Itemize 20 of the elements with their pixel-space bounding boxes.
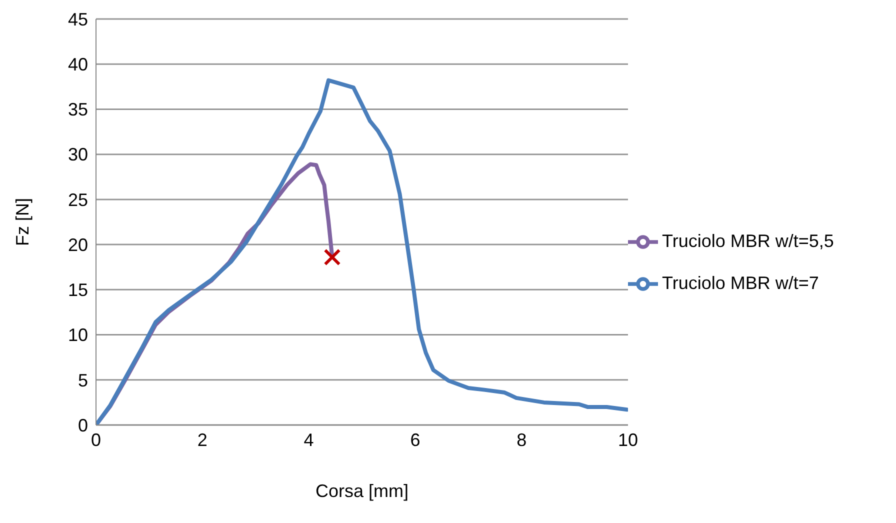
y-tick-label: 20 bbox=[68, 234, 88, 255]
y-tick-label: 45 bbox=[68, 9, 88, 30]
x-tick-label: 0 bbox=[90, 430, 102, 450]
x-tick-label: 10 bbox=[618, 430, 638, 450]
y-tick-label: 0 bbox=[78, 415, 88, 436]
x-tick-label: 8 bbox=[516, 430, 527, 450]
x-tick-label: 6 bbox=[410, 430, 420, 450]
y-tick-label: 40 bbox=[68, 54, 88, 74]
y-tick-label: 15 bbox=[68, 280, 88, 300]
y-tick-label: 10 bbox=[68, 325, 88, 346]
y-tick-label: 5 bbox=[78, 370, 88, 390]
legend-label: Truciolo MBR w/t=5,5 bbox=[662, 230, 834, 250]
x-tick-label: 2 bbox=[197, 430, 208, 450]
x-tick-label: 4 bbox=[304, 430, 314, 450]
y-axis-title: Fz [N] bbox=[12, 198, 32, 246]
y-tick-label: 25 bbox=[68, 190, 88, 210]
y-tick-label: 35 bbox=[68, 100, 88, 120]
x-axis-title: Corsa [mm] bbox=[315, 481, 409, 501]
y-tick-label: 30 bbox=[68, 144, 88, 165]
legend-label: Truciolo MBR w/t=7 bbox=[662, 272, 819, 292]
